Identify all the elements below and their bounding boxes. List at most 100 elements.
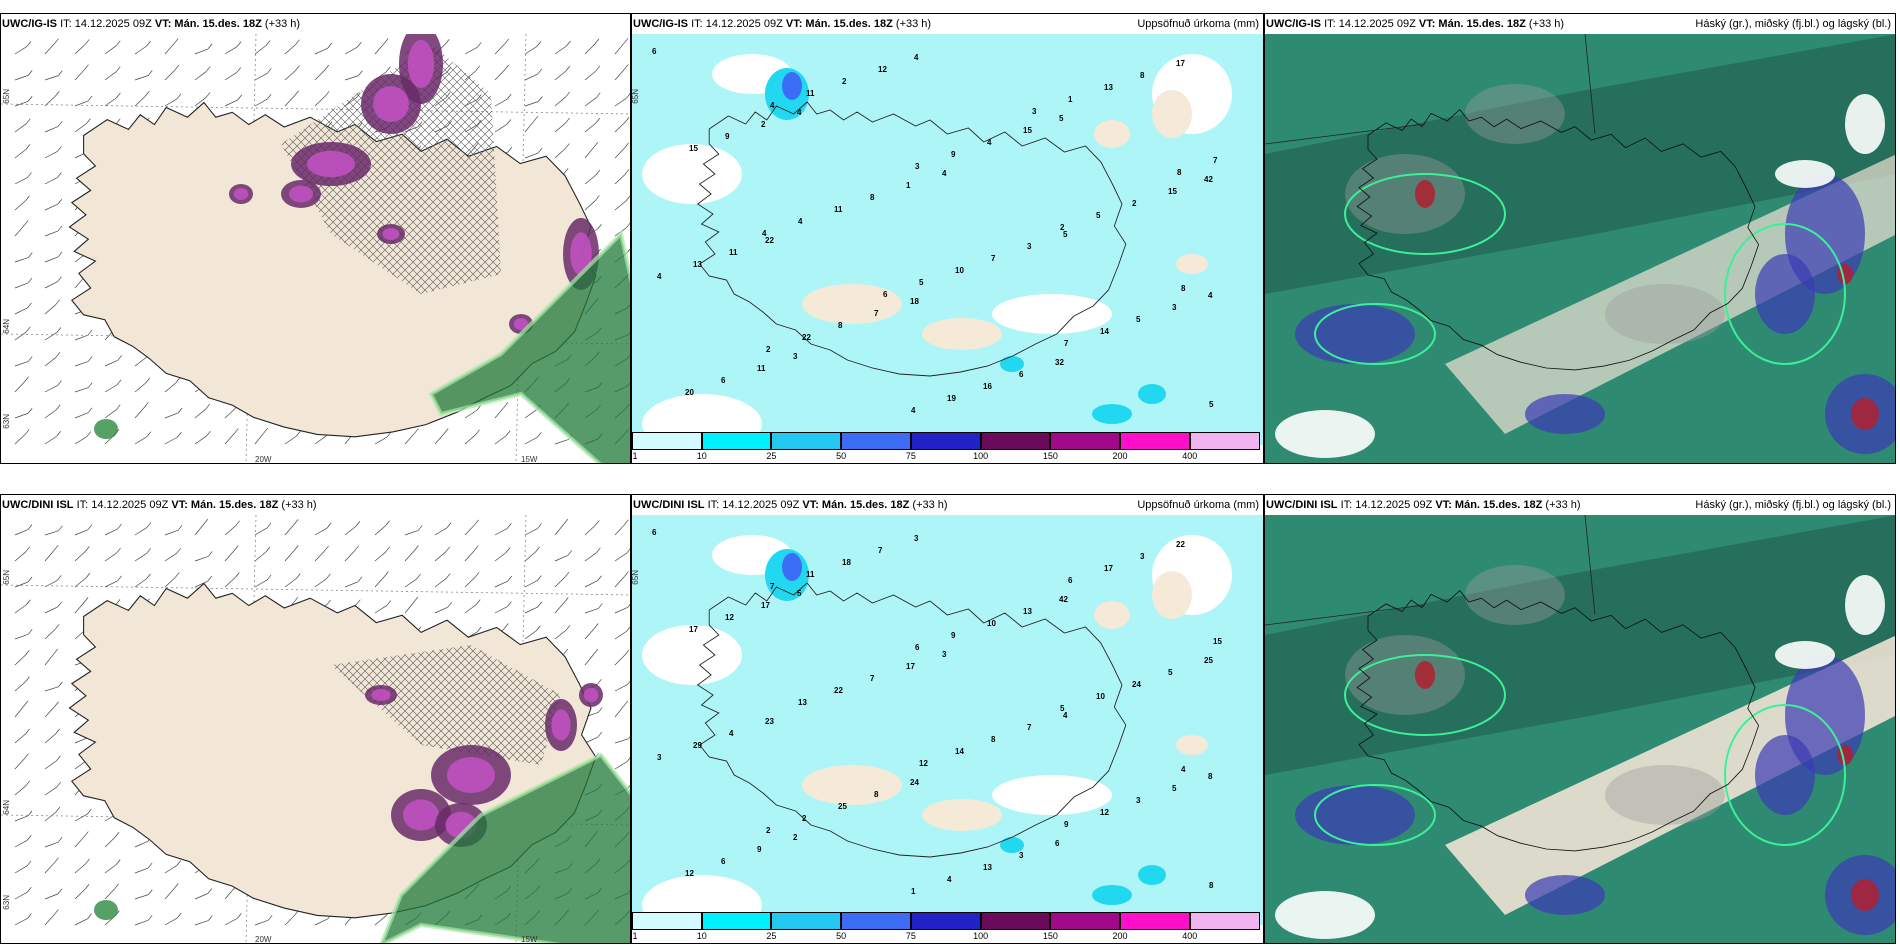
precip-value: 11 [729, 248, 738, 257]
colorbar-swatch [980, 912, 1051, 930]
precip-value: 5 [919, 278, 924, 287]
precip-value: 5 [1063, 230, 1068, 239]
colorbar-swatch [1189, 432, 1260, 450]
map-panel-bottom-left: UWC/DINI ISL IT: 14.12.2025 09Z VT: Mán.… [0, 494, 631, 944]
precip-value: 3 [657, 753, 662, 762]
precip-value: 5 [1136, 315, 1141, 324]
panel-variable: Háský (gr.), miðský (fj.bl.) og lágský (… [1695, 499, 1891, 511]
map-panel-top-right: UWC/IG-IS IT: 14.12.2025 09Z VT: Mán. 15… [1264, 13, 1896, 464]
precip-value: 5 [1060, 704, 1065, 713]
precip-value: 4 [797, 108, 802, 117]
precip-value: 17 [1104, 564, 1113, 573]
weather-map-precip: 6445434542221832172133111215151176898756… [632, 34, 1263, 445]
precip-value: 22 [765, 236, 774, 245]
colorbar-swatch [841, 432, 911, 450]
weather-map-precip: 6534823422523246221717759713548331278361… [632, 515, 1263, 925]
colorbar-tick: 1 [632, 931, 638, 941]
colorbar-swatch [701, 912, 772, 930]
lat-label: 65N [2, 89, 11, 104]
lat-label: 63N [2, 414, 11, 429]
panel-variable: Uppsöfnuð úrkoma (mm) [1137, 18, 1259, 30]
lat-label: 63N [2, 895, 11, 910]
colorbar-swatch [632, 432, 702, 450]
colorbar-swatch [910, 912, 981, 930]
weather-map-wind [1, 515, 630, 943]
lat-label: 64N [2, 319, 11, 334]
precip-value: 11 [806, 570, 815, 579]
colorbar-tick: 400 [1182, 931, 1198, 941]
precip-value: 3 [793, 352, 798, 361]
precip-value: 3 [915, 162, 920, 171]
precip-value: 13 [1104, 83, 1113, 92]
precip-value: 2 [842, 77, 847, 86]
colorbar-tick: 150 [1042, 931, 1058, 941]
precip-value: 6 [1055, 839, 1060, 848]
precip-value: 18 [842, 558, 851, 567]
precip-value: 8 [1181, 284, 1186, 293]
precip-value: 2 [1060, 223, 1065, 232]
precip-value: 12 [919, 759, 928, 768]
precip-value: 7 [1064, 339, 1069, 348]
precip-value: 4 [987, 138, 992, 147]
precip-value: 3 [1032, 107, 1037, 116]
precip-value: 4 [657, 272, 662, 281]
precip-value: 2 [793, 833, 798, 842]
precip-value: 4 [770, 101, 775, 110]
precip-value: 20 [685, 388, 694, 397]
precip-value: 24 [1132, 680, 1141, 689]
precip-value: 13 [983, 863, 992, 872]
precip-value: 4 [1181, 765, 1186, 774]
colorbar-tick: 50 [836, 931, 847, 941]
precip-value: 19 [947, 394, 956, 403]
colorbar-tick: 100 [973, 931, 989, 941]
precip-value: 8 [838, 321, 843, 330]
precip-value: 9 [951, 150, 956, 159]
precip-value: 7 [770, 582, 775, 591]
precip-value: 17 [689, 625, 698, 634]
precip-value: 22 [1176, 540, 1185, 549]
precip-value: 10 [1096, 692, 1105, 701]
precip-colorbar: 1 10 25 50 75 100 150 200 400 [632, 912, 1263, 941]
colorbar-tick: 400 [1182, 451, 1198, 461]
precip-value: 3 [1140, 552, 1145, 561]
precip-value: 16 [983, 382, 992, 391]
precip-value: 22 [834, 686, 843, 695]
precip-value: 12 [685, 869, 694, 878]
precip-value: 10 [955, 266, 964, 275]
colorbar-tick: 25 [766, 931, 777, 941]
precip-value: 4 [911, 406, 916, 415]
precip-value: 12 [1100, 808, 1109, 817]
precip-value: 8 [991, 735, 996, 744]
colorbar-tick: 75 [905, 931, 916, 941]
precip-value: 5 [1172, 784, 1177, 793]
precip-value: 13 [1023, 607, 1032, 616]
lat-label: 65N [2, 570, 11, 585]
precip-value: 42 [1204, 175, 1213, 184]
precip-value: 11 [834, 205, 843, 214]
precip-value: 4 [762, 229, 767, 238]
lat-label: 65N [631, 570, 640, 585]
precip-value: 9 [951, 631, 956, 640]
precip-value: 6 [721, 376, 726, 385]
precip-value: 3 [1019, 851, 1024, 860]
precip-value: 17 [906, 662, 915, 671]
colorbar-tick: 100 [973, 451, 989, 461]
colorbar-tick: 150 [1042, 451, 1058, 461]
precip-value: 8 [870, 193, 875, 202]
colorbar-tick: 10 [696, 931, 707, 941]
precip-value: 7 [1213, 156, 1218, 165]
precip-value: 2 [1132, 199, 1137, 208]
precip-value: 8 [1140, 71, 1145, 80]
precip-value: 6 [652, 528, 657, 537]
precip-value: 25 [1204, 656, 1213, 665]
colorbar-tick: 200 [1112, 931, 1128, 941]
precip-value: 17 [761, 601, 770, 610]
precip-value: 3 [942, 650, 947, 659]
precip-value: 6 [883, 290, 888, 299]
precip-value: 15 [1023, 126, 1032, 135]
precip-value: 2 [766, 826, 771, 835]
precip-value: 14 [1100, 327, 1109, 336]
precip-value: 24 [910, 778, 919, 787]
precip-value: 5 [1059, 114, 1064, 123]
lat-label: 64N [2, 800, 11, 815]
